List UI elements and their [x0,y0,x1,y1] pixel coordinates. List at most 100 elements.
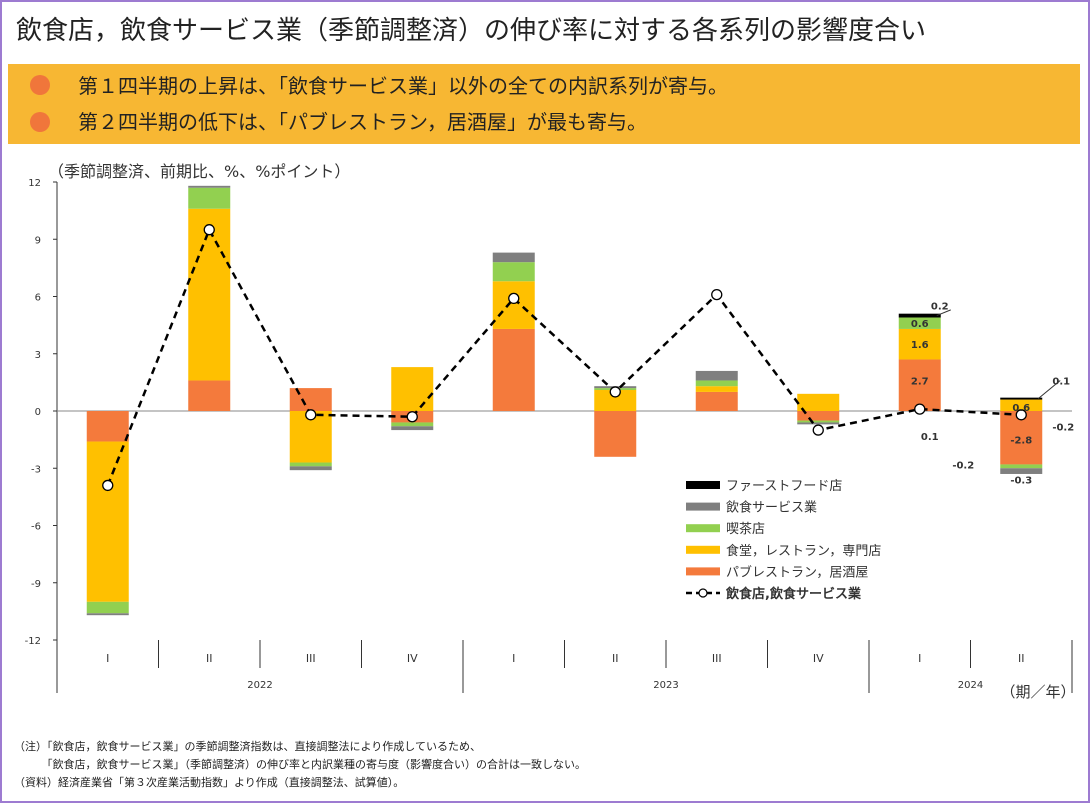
note-line: （注）「飲食店，飲食サービス業」の季節調整済指数は、直接調整法により作成している… [14,740,481,753]
bar-segment-restaurant [86,441,129,602]
y-tick-label: 9 [35,235,41,246]
bar-segment-foodservice [86,613,129,616]
data-label: -0.3 [1010,476,1032,487]
line-point [406,411,418,423]
bar-segment-foodservice [188,185,231,188]
bar-segment-restaurant [188,208,231,381]
bar-segment-pub [86,411,129,442]
leader-line [1037,380,1061,399]
line-series [106,226,1022,486]
bar-segment-cafe [188,187,231,209]
unit-label: （季節調整済、前期比、%、%ポイント） [48,162,351,181]
bar-segment-pub [289,388,332,411]
data-label: 1.6 [911,340,929,351]
year-label: 2024 [958,680,983,691]
line-point [1015,409,1027,421]
summary-box: 第１四半期の上昇は、「飲食サービス業」以外の全ての内訳系列が寄与。 第２四半期の… [8,64,1080,144]
summary-line-2: 第２四半期の低下は、「パブレストラン，居酒屋」が最も寄与。 [78,110,647,134]
data-label: 0.1 [1052,376,1070,387]
y-tick-label: 3 [35,350,41,361]
x-tick-label: II [612,652,619,665]
bar-segment-cafe [898,317,941,329]
data-label: -2.8 [1010,436,1032,447]
bar-segment-cafe [797,420,840,423]
bar-segment-fastfood [1000,397,1043,400]
legend-line-marker [698,588,708,598]
bar-segment-restaurant [695,386,738,392]
x-tick-label: III [306,652,316,665]
x-tick-label: III [712,652,722,665]
data-label: 0.2 [931,302,949,313]
legend-label: 飲食店,飲食サービス業 [725,586,862,602]
bar-segment-restaurant [492,281,535,329]
y-tick-label: 6 [35,293,41,304]
line-point [305,409,317,421]
legend-swatch-foodservice [686,502,720,511]
bullet-icon [30,75,50,95]
y-tick-label: 0 [35,407,41,418]
data-label: 0.6 [1012,403,1030,414]
bar-segment-pub [898,359,941,411]
y-tick-label: -3 [31,464,41,475]
bar-segment-foodservice [1000,468,1043,474]
x-tick-label: I [918,652,921,665]
legend-label: 食堂，レストラン，専門店 [726,543,881,559]
bar-segment-restaurant [1000,399,1043,411]
year-label: 2023 [653,680,678,691]
legend-swatch-restaurant [686,545,720,554]
bar-segment-restaurant [797,393,840,411]
legend-swatch-pub [686,567,720,576]
bar-segment-foodservice [391,426,434,431]
note-line: 「飲食店，飲食サービス業」（季節調整済）の伸び率と内訳業種の寄与度（影響度合い）… [14,758,586,771]
y-tick-label: -12 [25,636,41,647]
bar-segment-fastfood [898,313,941,318]
data-label: 0.1 [921,432,939,443]
data-label: -0.2 [952,460,974,471]
bar-segment-foodservice [797,422,840,425]
bar-segment-cafe [391,422,434,427]
line-point [102,479,114,492]
bar-segment-pub [594,411,637,457]
legend-swatch-fastfood [686,481,720,489]
line-point [609,386,621,398]
bar-segment-cafe [1000,464,1043,469]
summary-line-1: 第１四半期の上昇は、「飲食サービス業」以外の全ての内訳系列が寄与。 [78,74,728,98]
bar-segment-foodservice [695,370,738,381]
bar-segment-restaurant [594,390,637,411]
bar-segment-restaurant [898,328,941,360]
x-tick-label: II [206,652,213,665]
line-point [203,224,215,236]
y-tick-label: 12 [28,178,41,189]
notes: （注）「飲食店，飲食サービス業」の季節調整済指数は、直接調整法により作成している… [14,738,586,792]
year-label: 2022 [247,680,272,691]
line-point [508,292,520,305]
y-tick-label: -6 [31,522,41,533]
legend-label: ファーストフード店 [726,479,842,494]
bar-segment-pub [797,411,840,421]
period-label: （期／年） [1000,683,1075,701]
x-tick-label: IV [407,652,418,665]
legend-label: 喫茶店 [726,521,765,537]
line-point [711,288,723,301]
bar-segment-cafe [492,262,535,282]
leader-line [936,309,951,317]
x-tick-label: I [106,652,109,665]
legend-label: パブレストラン，居酒屋 [726,564,868,580]
legend-swatch-cafe [686,524,720,533]
legend-label: 飲食サービス業 [726,500,817,516]
bar-segment-restaurant [391,367,434,411]
bar-segment-foodservice [289,466,332,471]
line-point [812,424,824,436]
x-tick-label: IV [813,652,824,665]
bar-segment-cafe [289,462,332,467]
bar-segment-cafe [695,380,738,387]
data-label: -0.2 [1052,422,1074,433]
line-point [914,403,926,415]
bar-segment-pub [188,380,231,411]
bar-segment-pub [695,391,738,411]
page-title: 飲食店，飲食サービス業（季節調整済）の伸び率に対する各系列の影響度合い [16,16,927,46]
x-tick-label: II [1018,652,1025,665]
x-tick-label: I [512,652,515,665]
